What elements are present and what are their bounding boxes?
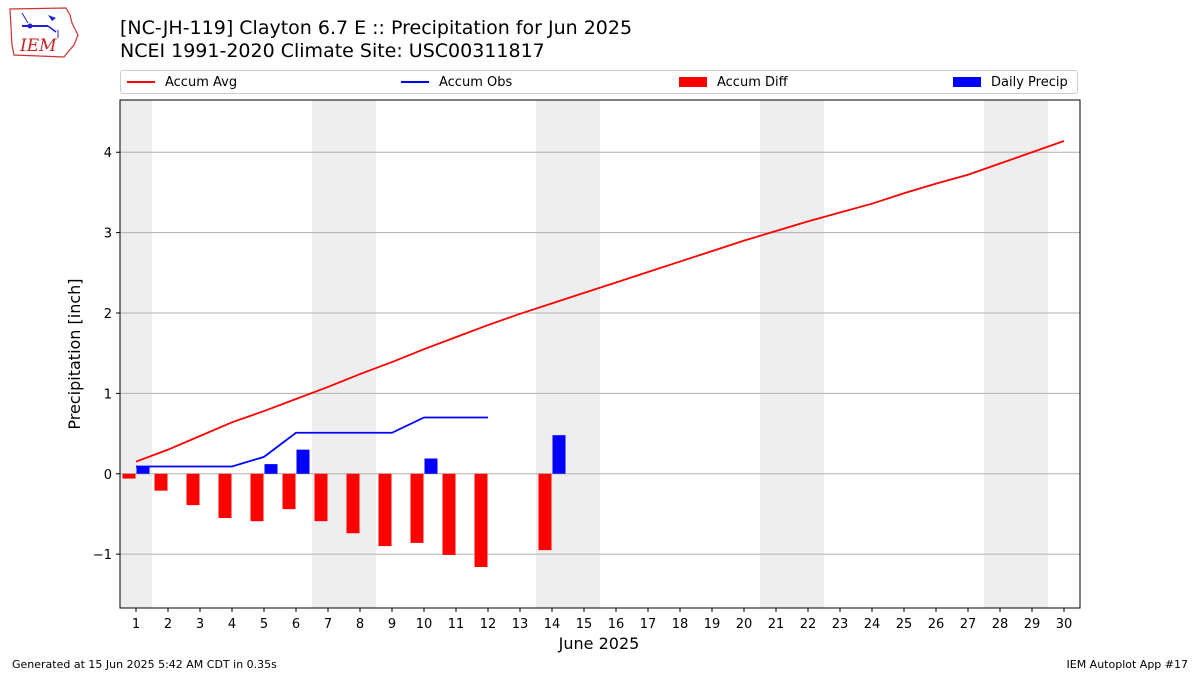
daily-precip-bar	[264, 464, 278, 474]
app-credit: IEM Autoplot App #17	[1066, 658, 1189, 671]
accum-diff-bar	[474, 473, 488, 568]
legend-label: Accum Diff	[717, 74, 788, 90]
x-tick-label: 5	[260, 617, 268, 632]
weekend-band	[984, 100, 1048, 608]
chart-subtitle: NCEI 1991-2020 Climate Site: USC00311817	[120, 40, 545, 62]
x-axis-label: June 2025	[558, 634, 640, 653]
x-tick-label: 16	[608, 617, 625, 632]
plot-frame	[119, 99, 1081, 609]
y-axis-label: Precipitation [inch]	[65, 278, 84, 429]
x-tick-label: 8	[356, 617, 364, 632]
x-tick-label: 6	[292, 617, 300, 632]
accum-diff-bar	[218, 473, 232, 518]
x-tick-label: 25	[896, 617, 913, 632]
legend-item-accum-diff: Accum Diff	[679, 71, 788, 93]
legend-label: Accum Obs	[439, 74, 513, 90]
daily-precip-bar	[136, 466, 150, 474]
daily-precip-bar	[296, 449, 310, 474]
generated-timestamp: Generated at 15 Jun 2025 5:42 AM CDT in …	[12, 658, 277, 671]
x-tick-label: 2	[164, 617, 172, 632]
x-tick-label: 9	[388, 617, 396, 632]
x-tick-label: 13	[512, 617, 529, 632]
svg-text:IEM: IEM	[19, 36, 57, 56]
iem-iowa-logo-icon: IEM	[9, 7, 79, 58]
weekend-band	[120, 100, 152, 608]
accum-obs-line	[136, 416, 488, 468]
x-tick-label: 3	[196, 617, 204, 632]
bars	[122, 435, 566, 568]
accum-diff-bar	[538, 473, 552, 551]
legend-item-daily-precip: Daily Precip	[953, 71, 1068, 93]
x-tick-label: 12	[480, 617, 497, 632]
weekend-band	[312, 100, 376, 608]
chart-legend: Accum Avg Accum Obs Accum Diff Daily Pre…	[120, 70, 1078, 94]
y-tick-label: 3	[104, 227, 112, 242]
accum-diff-bar	[122, 473, 136, 479]
y-tick-label: 2	[104, 307, 112, 322]
legend-item-accum-obs: Accum Obs	[401, 71, 512, 93]
x-tick-label: 26	[928, 617, 945, 632]
iem-logo: IEM	[8, 5, 80, 59]
accum-diff-bar	[442, 473, 456, 555]
weekend-shading	[120, 100, 1048, 608]
x-tick-label: 23	[832, 617, 849, 632]
gridlines	[120, 151, 1080, 555]
y-tick-label: −1	[93, 548, 112, 563]
x-tick-label: 15	[576, 617, 593, 632]
chart-title: [NC-JH-119] Clayton 6.7 E :: Precipitati…	[120, 17, 633, 39]
y-tick-label: 0	[104, 468, 112, 483]
accum-avg-line	[135, 140, 1065, 463]
x-tick-label: 10	[416, 617, 433, 632]
legend-swatch-line-icon	[401, 81, 429, 83]
legend-label: Daily Precip	[991, 74, 1068, 90]
accum-diff-bar	[378, 473, 392, 547]
y-tick-label: 4	[104, 146, 112, 161]
accum-diff-bar	[282, 473, 296, 510]
accum-diff-bar	[314, 473, 328, 522]
legend-item-accum-avg: Accum Avg	[127, 71, 237, 93]
x-tick-label: 14	[544, 617, 561, 632]
x-tick-label: 30	[1056, 617, 1073, 632]
x-tick-label: 27	[960, 617, 977, 632]
x-tick-label: 22	[800, 617, 817, 632]
accum-diff-bar	[346, 473, 360, 534]
x-tick-label: 7	[324, 617, 332, 632]
x-tick-label: 18	[672, 617, 689, 632]
x-tick-label: 20	[736, 617, 753, 632]
x-tick-label: 17	[640, 617, 657, 632]
daily-precip-bar	[552, 435, 566, 474]
x-tick-label: 28	[992, 617, 1009, 632]
x-tick-label: 24	[864, 617, 881, 632]
legend-swatch-line-icon	[127, 81, 155, 83]
x-tick-label: 1	[132, 617, 140, 632]
x-tick-label: 4	[228, 617, 236, 632]
accum-diff-bar	[186, 473, 200, 506]
legend-swatch-box-icon	[679, 77, 707, 87]
x-tick-label: 11	[448, 617, 465, 632]
weekend-band	[760, 100, 824, 608]
legend-swatch-box-icon	[953, 77, 981, 87]
lines	[135, 140, 1065, 468]
legend-label: Accum Avg	[165, 74, 238, 90]
accum-diff-bar	[410, 473, 424, 543]
daily-precip-bar	[424, 458, 438, 474]
x-tick-label: 21	[768, 617, 785, 632]
accum-diff-bar	[154, 473, 168, 491]
x-tick-label: 29	[1024, 617, 1041, 632]
accum-diff-bar	[250, 473, 264, 522]
x-tick-label: 19	[704, 617, 721, 632]
y-tick-label: 1	[104, 387, 112, 402]
